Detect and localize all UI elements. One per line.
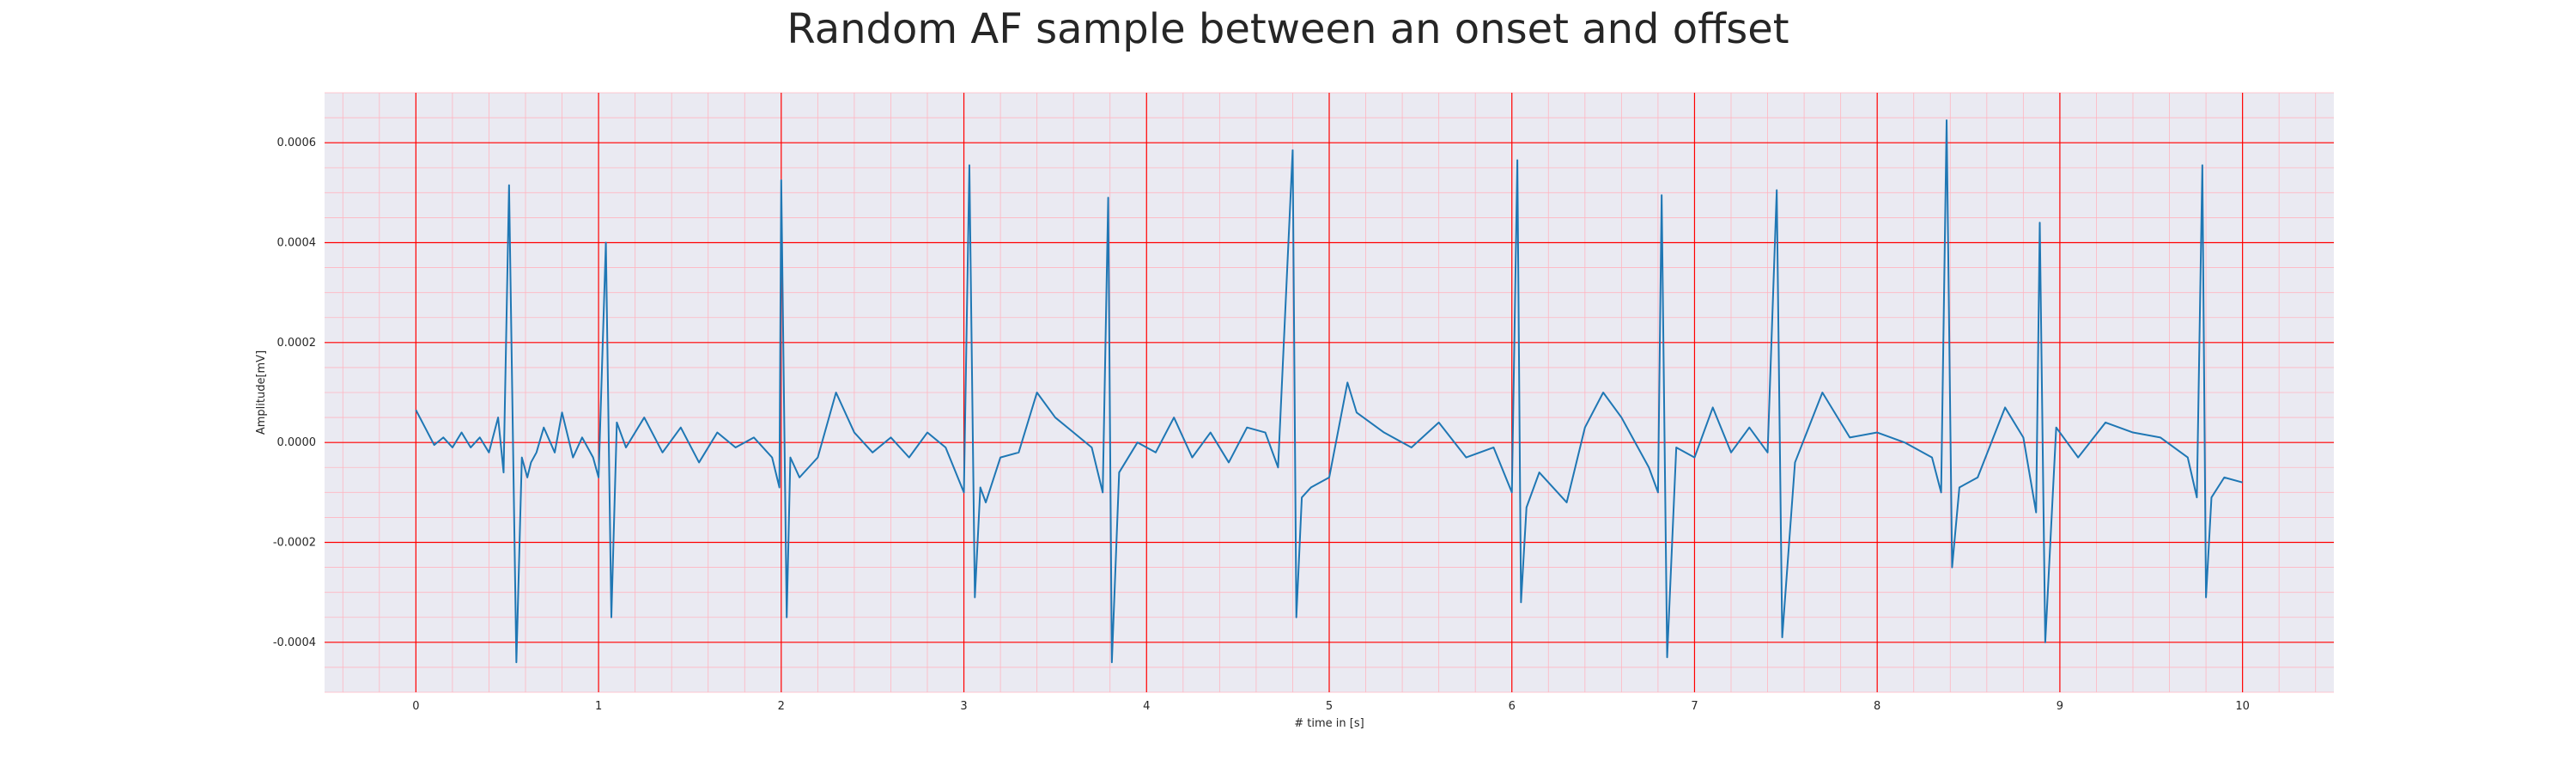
- y-tick-label: 0.0004: [277, 237, 317, 250]
- chart-title: Random AF sample between an onset and of…: [787, 5, 1789, 53]
- ticks: 0 1 2 3 4 5 6 7 8 9 10 -0.0004 -0.0002 0.0000 0.0002 0.…: [273, 137, 2250, 713]
- y-tick-label: -0.0004: [273, 636, 316, 649]
- series-line: [415, 119, 2243, 664]
- x-tick-label: 10: [2235, 700, 2250, 713]
- y-tick-label: 0.0000: [277, 436, 317, 449]
- x-tick-label: 8: [1874, 700, 1880, 713]
- x-tick-label: 5: [1326, 700, 1333, 713]
- y-tick-label: 0.0006: [277, 137, 317, 149]
- y-tick-label: 0.0002: [277, 337, 317, 350]
- x-tick-label: 1: [595, 700, 602, 713]
- x-tick-label: 9: [2057, 700, 2063, 713]
- y-tick-label: -0.0002: [273, 537, 316, 550]
- grid: [325, 92, 2334, 693]
- y-axis-label: Amplitude[mV]: [255, 350, 268, 435]
- x-tick-label: 0: [412, 700, 419, 713]
- x-tick-label: 7: [1691, 700, 1698, 713]
- x-tick-label: 2: [778, 700, 785, 713]
- x-tick-label: 6: [1509, 700, 1516, 713]
- x-tick-label: 4: [1143, 700, 1150, 713]
- x-tick-label: 3: [960, 700, 967, 713]
- x-axis-label: # time in [s]: [1294, 717, 1364, 730]
